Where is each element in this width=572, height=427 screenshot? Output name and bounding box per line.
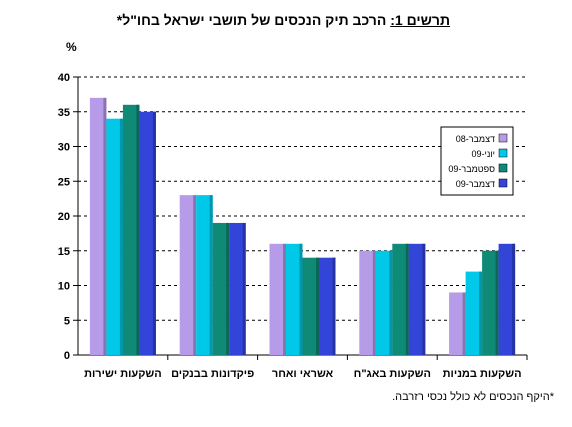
legend-swatch — [498, 148, 508, 158]
y-tick-label: 15 — [58, 246, 70, 258]
y-tick-label: 5 — [64, 315, 70, 327]
bar — [269, 243, 286, 355]
bar-shade — [152, 111, 156, 355]
bar-shade — [283, 243, 286, 355]
bar — [482, 250, 499, 355]
y-tick-label: 35 — [58, 107, 70, 119]
legend-swatch — [498, 133, 508, 143]
y-axis-label: % — [66, 40, 77, 54]
bar — [122, 104, 140, 355]
bar — [392, 243, 409, 355]
x-tick-label: השקעות במניות — [443, 368, 522, 380]
x-tick-label: השקעות ישירות — [84, 368, 162, 380]
bar — [498, 243, 516, 355]
bar — [179, 195, 197, 355]
bar-shade — [136, 104, 140, 355]
bar-shade — [462, 292, 466, 355]
bar-shade — [299, 243, 303, 355]
legend-label: ספטמבר-09 — [448, 164, 495, 174]
y-tick-label: 40 — [58, 72, 70, 84]
legend-swatch — [498, 163, 508, 173]
bar — [89, 97, 107, 355]
bar-shade — [512, 243, 516, 355]
bar-shade — [103, 97, 107, 355]
bar-shade — [495, 250, 499, 355]
chart-footnote: *היקף הנכסים לא כולל נכסי רזרבה. — [392, 391, 554, 403]
y-tick-label: 20 — [58, 211, 70, 223]
bar-shade — [242, 222, 246, 355]
bar — [319, 257, 336, 355]
x-tick-label: פיקדונות בבנקים — [171, 368, 254, 380]
bar — [139, 111, 156, 355]
x-tick-label: אשראי ואחר — [272, 368, 334, 380]
bar-shade — [193, 195, 197, 355]
bar-shade — [389, 250, 393, 355]
bar — [229, 222, 246, 355]
bar — [408, 243, 426, 355]
legend-label: דצמבר-08 — [456, 134, 495, 144]
bar — [286, 243, 303, 355]
bar-shade — [316, 257, 319, 355]
bar — [449, 292, 466, 355]
bar — [359, 250, 376, 355]
x-tick-label: השקעות באג"ח — [354, 368, 431, 380]
bar-shade — [422, 243, 426, 355]
bar-shade — [405, 243, 409, 355]
bar-shade — [119, 118, 123, 355]
legend-label: יוני-09 — [471, 149, 495, 159]
y-tick-label: 25 — [58, 176, 70, 188]
y-tick-label: 0 — [64, 350, 70, 362]
y-tick-label: 10 — [58, 281, 70, 293]
bar-shade — [332, 257, 336, 355]
bar — [196, 195, 213, 355]
bar-shade — [226, 222, 230, 355]
bar-shade — [209, 195, 213, 355]
bar-shade — [479, 271, 483, 355]
legend-label: דצמבר-09 — [456, 179, 495, 189]
chart-title-text: הרכב תיק הנכסים של תושבי ישראל בחו"ל* — [116, 12, 387, 28]
chart-title-prefix: תרשים 1: — [390, 12, 450, 28]
bar — [212, 222, 230, 355]
bar-shade — [372, 250, 376, 355]
bar — [465, 271, 483, 355]
chart-title: תרשים 1: הרכב תיק הנכסים של תושבי ישראל … — [110, 12, 450, 28]
legend-swatch — [498, 178, 508, 188]
bar — [375, 250, 393, 355]
bar — [302, 257, 319, 355]
bar — [106, 118, 123, 355]
y-tick-label: 30 — [58, 142, 70, 154]
